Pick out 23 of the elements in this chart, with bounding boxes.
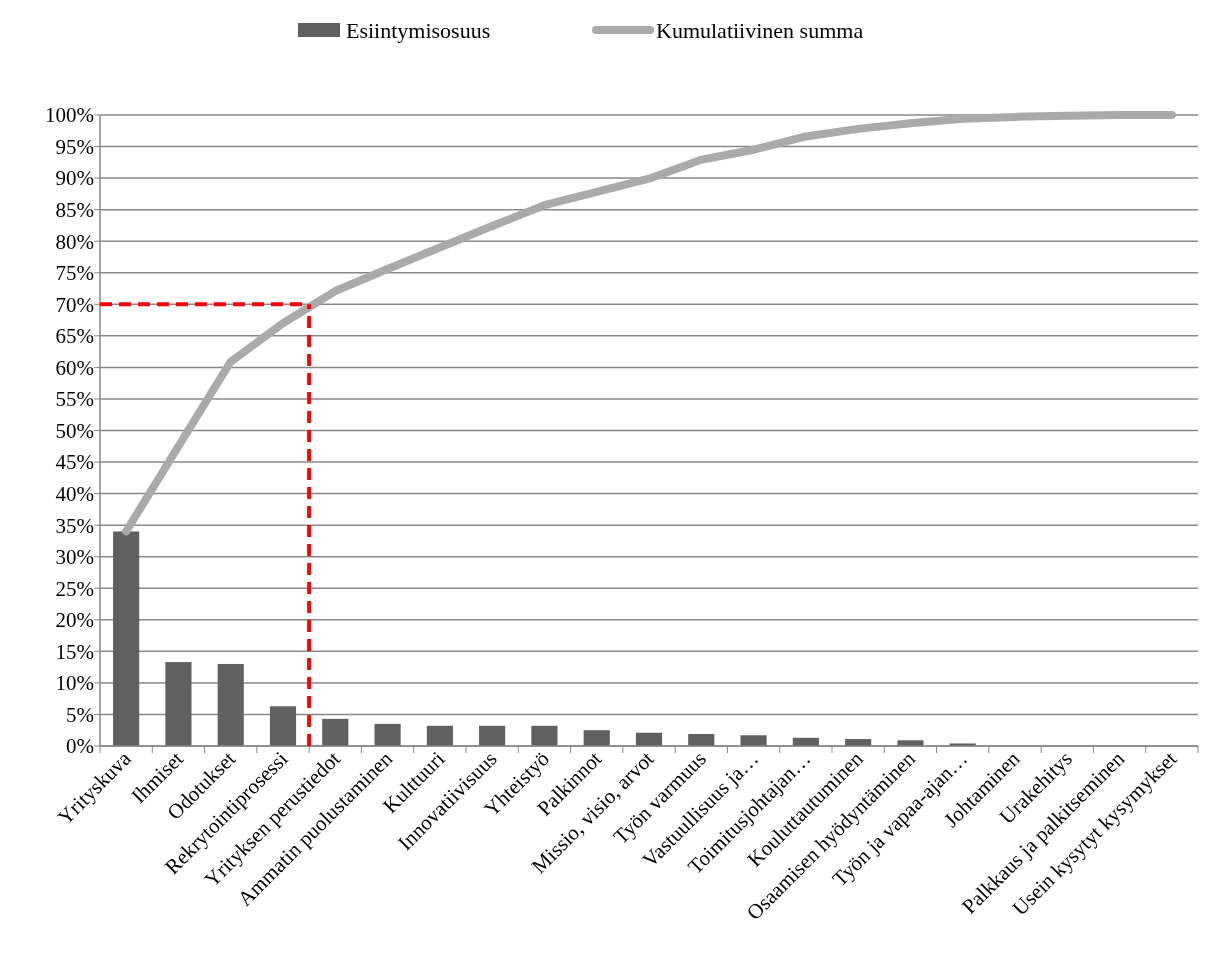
- legend-label: Esiintymisosuus: [346, 17, 491, 43]
- y-tick-label: 40%: [55, 481, 94, 506]
- y-tick-label: 30%: [55, 545, 94, 570]
- y-tick-label: 20%: [55, 608, 94, 633]
- y-tick-label: 50%: [55, 418, 94, 443]
- y-tick-label: 55%: [55, 387, 94, 412]
- y-tick-label: 15%: [55, 639, 94, 664]
- y-tick-label: 70%: [55, 292, 94, 317]
- y-tick-label: 45%: [55, 450, 94, 475]
- y-tick-label: 80%: [55, 229, 94, 254]
- y-tick-label: 10%: [55, 671, 94, 696]
- y-tick-label: 95%: [55, 134, 94, 159]
- y-tick-label: 5%: [66, 702, 94, 727]
- y-tick-label: 65%: [55, 324, 94, 349]
- y-tick-label: 90%: [55, 166, 94, 191]
- y-tick-label: 0%: [66, 734, 94, 759]
- legend-label: Kumulatiivinen summa: [656, 17, 864, 43]
- y-tick-label: 85%: [55, 198, 94, 222]
- y-tick-label: 25%: [55, 576, 94, 601]
- y-tick-label: 75%: [55, 261, 94, 286]
- y-tick-label: 100%: [45, 103, 94, 128]
- y-tick-label: 60%: [55, 355, 94, 380]
- y-tick-label: 35%: [55, 513, 94, 538]
